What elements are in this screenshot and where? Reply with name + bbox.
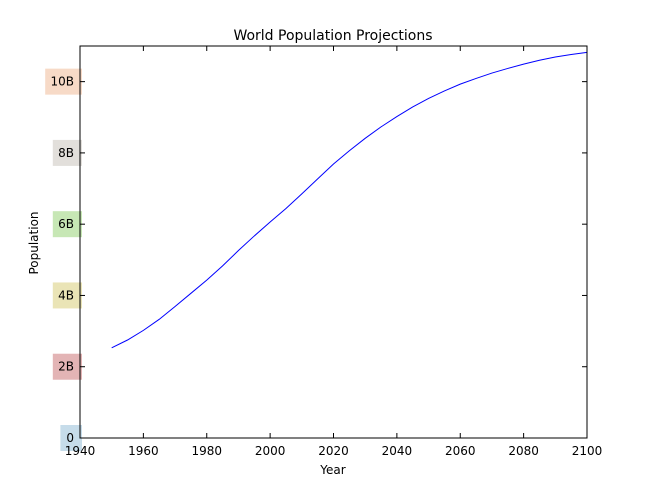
y-axis-label: Population: [27, 211, 41, 274]
y-tick-label-box: [52, 282, 82, 309]
x-tick-label: 2000: [255, 444, 286, 458]
x-tick-label: 2080: [508, 444, 539, 458]
x-tick-label: 1960: [128, 444, 159, 458]
plot-area: 1940 1960 1980 2000 2020 2040 2060 2080 2100 0 2B 4…: [45, 45, 603, 458]
x-tick-label: 2100: [572, 444, 603, 458]
y-tick-label: 6B: [58, 217, 74, 231]
y-tick-label: 0: [66, 431, 74, 445]
y-tick-label: 8B: [58, 146, 74, 160]
y-tick-label: 10B: [50, 75, 74, 89]
x-tick-label: 2020: [318, 444, 349, 458]
plot-frame: [79, 45, 588, 439]
x-tick-label: 2060: [445, 444, 476, 458]
y-tick-label-box: [45, 68, 82, 95]
y-tick-label-box: [52, 353, 82, 380]
y-tick-label: 2B: [58, 360, 74, 374]
y-tick-label-box: [52, 139, 82, 166]
y-tick-label-box: [60, 425, 82, 451]
series-line: [111, 51, 588, 349]
y-tick-label-box: [52, 211, 82, 238]
x-tick-label: 1940: [65, 444, 96, 458]
chart-title: World Population Projections: [233, 28, 432, 44]
x-tick-label: 1980: [191, 444, 222, 458]
y-tick-label: 4B: [58, 288, 74, 302]
x-axis-label: Year: [319, 463, 345, 477]
x-tick-label: 2040: [382, 444, 413, 458]
